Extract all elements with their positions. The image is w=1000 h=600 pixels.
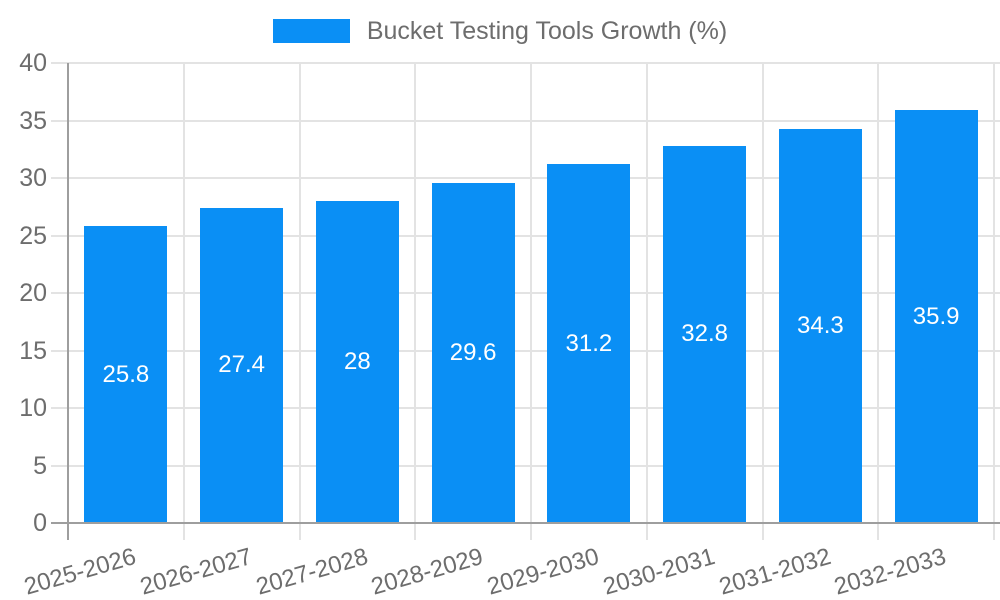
y-axis-tick-label: 30 bbox=[19, 164, 47, 192]
y-axis-tick-label: 40 bbox=[19, 49, 47, 77]
y-gridline bbox=[51, 119, 1000, 122]
bar-value-label: 29.6 bbox=[449, 338, 497, 366]
x-gridline bbox=[182, 63, 185, 540]
x-gridline bbox=[414, 63, 417, 540]
legend-item[interactable]: Bucket Testing Tools Growth (%) bbox=[272, 17, 728, 45]
bar-2026-2027[interactable]: 27.4 bbox=[200, 207, 284, 523]
y-axis-tick-label: 35 bbox=[19, 106, 47, 135]
x-axis-line bbox=[51, 522, 1000, 524]
y-axis-tick-label: 10 bbox=[19, 394, 47, 422]
x-axis-tick-label: 2026-2027 bbox=[137, 543, 255, 600]
bar-2032-2033[interactable]: 35.9 bbox=[894, 110, 978, 523]
y-gridline bbox=[51, 464, 1000, 467]
x-axis-tick-label: 2025-2026 bbox=[21, 543, 140, 600]
x-gridline bbox=[993, 63, 995, 540]
x-axis-tick-label: 2028-2029 bbox=[368, 543, 487, 600]
legend: Bucket Testing Tools Growth (%) bbox=[0, 17, 1000, 45]
y-gridline bbox=[51, 292, 1000, 294]
x-axis-tick-label: 2031-2032 bbox=[715, 543, 834, 600]
bar-value-label: 27.4 bbox=[218, 351, 265, 379]
bar-2025-2026[interactable]: 25.8 bbox=[84, 226, 168, 523]
bar-value-label: 25.8 bbox=[102, 360, 150, 388]
y-axis-tick-label: 25 bbox=[19, 221, 47, 250]
x-axis-tick-label: 2029-2030 bbox=[484, 543, 603, 600]
y-gridline bbox=[51, 349, 1000, 352]
x-axis-tick-label: 2030-2031 bbox=[600, 543, 718, 600]
x-gridline bbox=[298, 63, 301, 540]
y-gridline bbox=[51, 62, 1000, 64]
bar-value-label: 34.3 bbox=[797, 311, 844, 339]
x-gridline bbox=[877, 63, 880, 540]
plot-area: 0 5 10 15 20 25 30 35 40 25.8 27.4 28 29.6 31.2 32.8 34… bbox=[19, 49, 1000, 600]
y-gridline bbox=[51, 234, 1000, 237]
y-gridline bbox=[51, 407, 1000, 409]
y-axis-line bbox=[67, 63, 69, 540]
bar-2031-2032[interactable]: 34.3 bbox=[778, 128, 862, 523]
bar-value-label: 32.8 bbox=[681, 320, 728, 348]
x-axis-tick-label: 2027-2028 bbox=[252, 543, 371, 600]
x-gridline bbox=[645, 63, 648, 540]
bar-2028-2029[interactable]: 29.6 bbox=[431, 182, 515, 523]
y-axis-tick-label: 15 bbox=[19, 336, 47, 365]
y-axis-tick-label: 0 bbox=[33, 509, 47, 537]
bar-value-label: 31.2 bbox=[565, 329, 613, 357]
y-axis-tick-label: 5 bbox=[33, 451, 47, 480]
bar-value-label: 35.9 bbox=[912, 302, 960, 330]
bar-2030-2031[interactable]: 32.8 bbox=[663, 145, 747, 523]
legend-swatch-icon bbox=[272, 19, 350, 43]
bar-2029-2030[interactable]: 31.2 bbox=[547, 164, 631, 523]
x-axis-tick-label: 2032-2033 bbox=[831, 543, 950, 600]
y-axis-tick-label: 20 bbox=[19, 279, 47, 307]
legend-label: Bucket Testing Tools Growth (%) bbox=[366, 17, 728, 45]
y-gridline bbox=[51, 177, 1000, 179]
x-gridline bbox=[530, 63, 532, 540]
x-gridline bbox=[761, 63, 764, 540]
bar-2027-2028[interactable]: 28 bbox=[315, 201, 399, 523]
bar-value-label: 28 bbox=[344, 348, 371, 375]
